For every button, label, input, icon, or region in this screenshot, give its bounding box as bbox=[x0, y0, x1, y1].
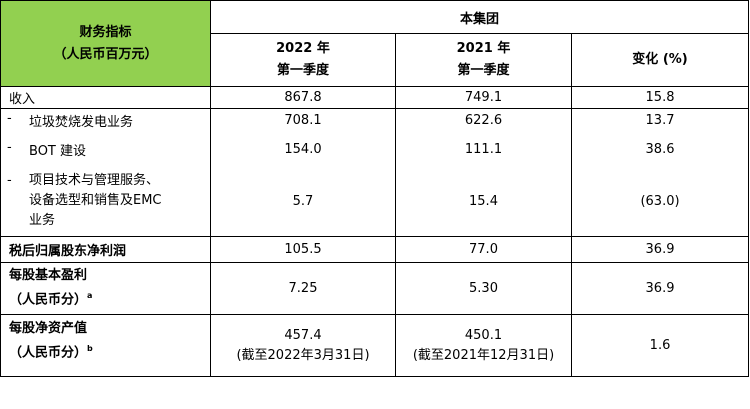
nav-2022-value: 457.4 bbox=[284, 327, 322, 343]
table-row: 每股基本盈利 （人民币分）a 7.25 5.30 36.9 bbox=[0, 262, 750, 315]
cell-value: 749.1 bbox=[395, 86, 572, 109]
row-label-cell: - 项目技术与管理服务、 设备选型和销售及EMC 业务 bbox=[0, 166, 211, 237]
metric-header-title: 财务指标 bbox=[79, 24, 132, 40]
table-row: - 垃圾焚烧发电业务 708.1 622.6 13.7 bbox=[0, 108, 750, 133]
cell-value: 450.1 (截至2021年12月31日) bbox=[395, 314, 572, 377]
table-row: 收入 867.8 749.1 15.8 bbox=[0, 86, 750, 109]
row-label-cell: - BOT 建设 bbox=[0, 132, 211, 167]
row-label-bot: BOT 建设 bbox=[29, 144, 86, 159]
nav-2022-note: (截至2022年3月31日) bbox=[236, 347, 370, 363]
cell-value: 36.9 bbox=[570, 262, 750, 315]
row-label-tech-line1: 项目技术与管理服务、 bbox=[29, 173, 160, 189]
col-header-2022: 2022 年 第一季度 bbox=[210, 33, 396, 87]
col-header-change: 变化 (%) bbox=[570, 33, 750, 87]
nav-2021-value: 450.1 bbox=[464, 327, 503, 343]
row-label-cell: 每股基本盈利 （人民币分）a bbox=[0, 262, 211, 315]
group-header: 本集团 bbox=[209, 0, 750, 34]
cell-value: 105.5 bbox=[210, 236, 396, 263]
row-label-waste: 垃圾焚烧发电业务 bbox=[29, 115, 134, 131]
cell-value: 5.7 bbox=[210, 166, 396, 237]
col-header-2021: 2021 年 第一季度 bbox=[395, 33, 572, 87]
table-row: - BOT 建设 154.0 111.1 38.6 bbox=[0, 132, 750, 167]
cell-value: 1.6 bbox=[570, 314, 750, 377]
row-label-eps: 每股基本盈利 bbox=[9, 268, 88, 284]
cell-value: 77.0 bbox=[395, 236, 572, 263]
row-label-eps-unit: （人民币分） bbox=[9, 292, 88, 308]
footnote-marker: a bbox=[87, 291, 93, 301]
table-row: 每股净资产值 （人民币分）b 457.4 (截至2022年3月31日) 450.… bbox=[0, 314, 750, 377]
table-row: - 项目技术与管理服务、 设备选型和销售及EMC 业务 5.7 15.4 (63… bbox=[0, 166, 750, 237]
col-header-2022-quarter: 第一季度 bbox=[276, 63, 329, 78]
table-row: 税后归属股东净利润 105.5 77.0 36.9 bbox=[0, 236, 750, 263]
financial-table: 财务指标 （人民币百万元） 本集团 2022 年 第一季度 2021 年 第一季… bbox=[0, 0, 750, 377]
row-label-revenue: 收入 bbox=[0, 86, 211, 109]
cell-value: 154.0 bbox=[210, 132, 396, 167]
cell-value: 15.4 bbox=[395, 166, 572, 237]
row-label-tech-line2: 设备选型和销售及EMC bbox=[29, 193, 162, 209]
row-label-profit: 税后归属股东净利润 bbox=[0, 236, 211, 263]
col-header-2021-year: 2021 年 bbox=[456, 41, 511, 56]
row-label-cell: 每股净资产值 （人民币分）b bbox=[0, 314, 211, 377]
row-label-tech-line3: 业务 bbox=[29, 213, 56, 229]
footnote-marker: b bbox=[87, 344, 93, 353]
cell-value: 111.1 bbox=[395, 132, 572, 167]
row-label-nav-unit: （人民币分） bbox=[9, 345, 88, 361]
row-label-nav: 每股净资产值 bbox=[9, 321, 88, 336]
cell-value: 457.4 (截至2022年3月31日) bbox=[210, 314, 396, 377]
metric-header-cell: 财务指标 （人民币百万元） bbox=[0, 0, 211, 87]
col-header-2022-year: 2022 年 bbox=[276, 41, 330, 56]
cell-value: 38.6 bbox=[570, 132, 750, 167]
bullet-dash: - bbox=[7, 111, 12, 127]
col-header-2021-quarter: 第一季度 bbox=[457, 63, 510, 78]
cell-value: 5.30 bbox=[395, 262, 572, 315]
nav-2021-note: (截至2021年12月31日) bbox=[412, 347, 555, 363]
cell-value: 13.7 bbox=[570, 108, 750, 133]
cell-value: 622.6 bbox=[395, 108, 572, 133]
cell-value: 7.25 bbox=[210, 262, 396, 315]
cell-value: 15.8 bbox=[570, 86, 750, 109]
bullet-dash: - bbox=[7, 140, 12, 155]
bullet-dash: - bbox=[7, 173, 12, 189]
cell-value: (63.0) bbox=[570, 166, 750, 237]
cell-value: 36.9 bbox=[570, 236, 750, 263]
metric-header-unit: （人民币百万元） bbox=[53, 46, 158, 62]
row-label-cell: - 垃圾焚烧发电业务 bbox=[0, 108, 211, 133]
cell-value: 708.1 bbox=[210, 108, 396, 133]
cell-value: 867.8 bbox=[210, 86, 396, 109]
